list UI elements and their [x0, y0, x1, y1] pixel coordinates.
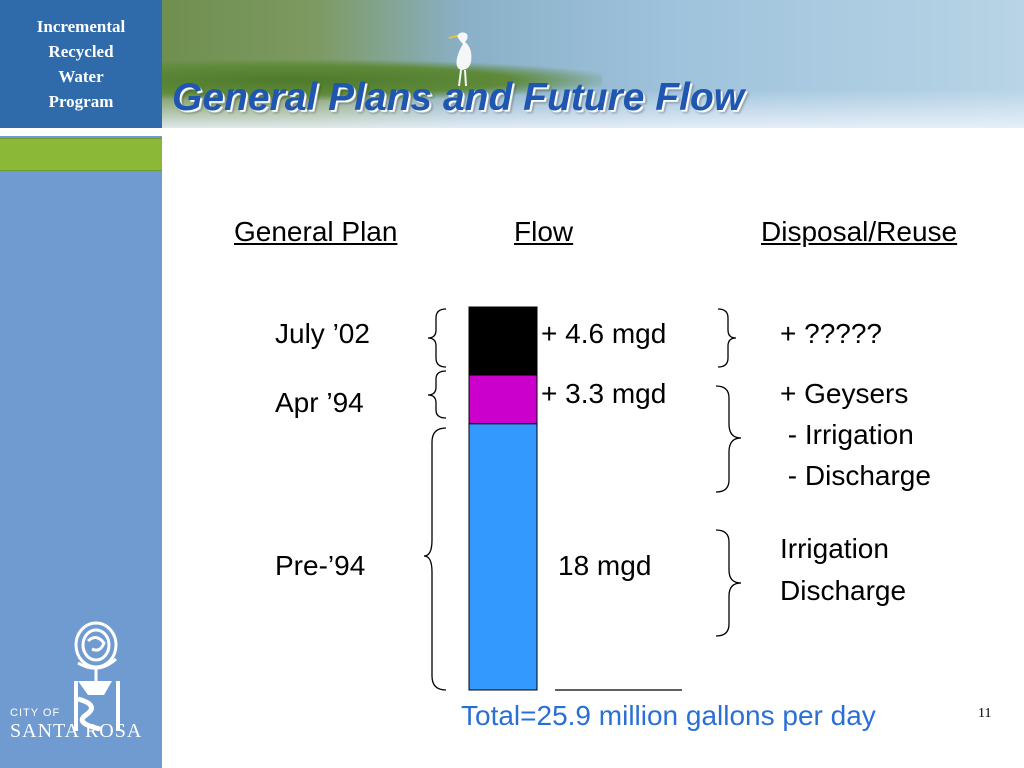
divider	[0, 128, 162, 136]
brace-right-apr-94	[715, 385, 742, 493]
brace-pre-94	[423, 427, 447, 691]
header-disposal-reuse: Disposal/Reuse	[761, 216, 958, 247]
total-flow-label: Total=25.9 million gallons per day	[461, 700, 876, 731]
disposal-pre-94-irrigation: Irrigation	[780, 533, 889, 564]
program-title-line: Incremental	[36, 17, 126, 36]
santa-rosa-logo-icon	[74, 621, 120, 732]
logo-city-name: SANTA ROSA	[10, 720, 143, 742]
header-flow: Flow	[514, 216, 574, 247]
program-title-line: Program	[48, 92, 114, 111]
accent-bar	[0, 138, 162, 171]
program-title: Incremental Recycled Water Program	[37, 14, 125, 114]
logo-city-label: CITY OF	[10, 707, 61, 719]
disposal-irrigation: - Irrigation	[780, 419, 914, 450]
plan-label-pre-94: Pre-’94	[275, 550, 366, 581]
bar-segment-pre-94	[468, 423, 538, 691]
stacked-flow-bar	[468, 306, 538, 691]
egret-icon	[448, 32, 472, 87]
flow-label-pre-94: 18 mgd	[558, 550, 652, 581]
header-general-plan: General Plan	[234, 216, 398, 247]
disposal-pre-94-discharge: Discharge	[780, 575, 907, 606]
brace-july-02	[427, 308, 447, 368]
disposal-geysers: + Geysers	[780, 378, 909, 409]
program-title-line: Water	[58, 67, 104, 86]
disposal-discharge: - Discharge	[780, 460, 931, 491]
bar-segment-july-02	[468, 306, 538, 376]
program-title-line: Recycled	[48, 42, 114, 61]
brace-right-july-02	[717, 308, 737, 368]
bar-segment-apr-94	[468, 374, 538, 425]
page-number: 11	[978, 706, 992, 721]
flow-label-july-02: + 4.6 mgd	[541, 318, 667, 349]
brace-apr-94	[427, 370, 447, 419]
grass-decoration	[162, 60, 602, 100]
brace-right-pre-94	[715, 529, 742, 637]
plan-label-apr-94: Apr ’94	[275, 387, 364, 418]
plan-label-july-02: July ’02	[275, 318, 370, 349]
program-title-box: Incremental Recycled Water Program	[0, 0, 162, 128]
header-banner	[162, 0, 1024, 128]
flow-label-apr-94: + 3.3 mgd	[541, 378, 667, 409]
disposal-july-02: + ?????	[780, 318, 882, 349]
slide-title: General Plans and Future Flow	[172, 76, 745, 119]
